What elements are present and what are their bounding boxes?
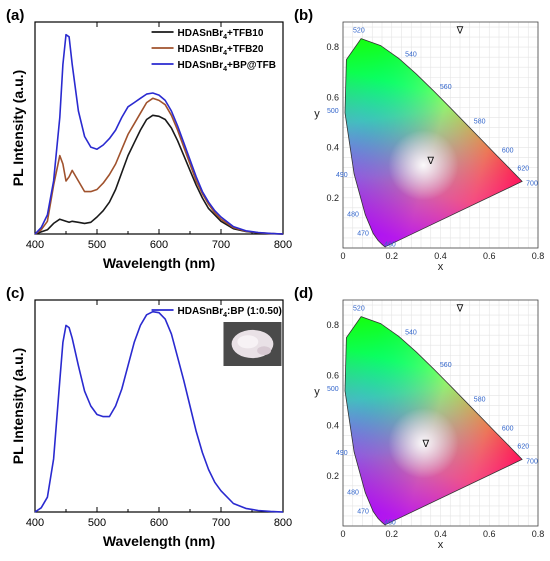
wavelength-label-460: 460	[384, 241, 396, 248]
wavelength-label-700: 700	[526, 180, 538, 187]
x-tick-label: 0	[340, 251, 345, 261]
x-tick-label: 500	[88, 239, 106, 251]
y-tick-label: 0.4	[326, 421, 339, 431]
y-axis-title: PL Intensity (a.u.)	[10, 70, 26, 186]
plot-frame	[342, 299, 539, 527]
wavelength-label-520: 520	[353, 306, 365, 313]
x-tick-label: 0.8	[532, 529, 545, 539]
wavelength-label-480: 480	[347, 212, 359, 219]
inset-photo	[223, 322, 282, 366]
wavelength-label-580: 580	[474, 397, 486, 404]
wavelength-label-500: 500	[327, 108, 339, 115]
inset-photo-shadow	[257, 346, 272, 355]
x-tick-label: 700	[212, 239, 230, 251]
y-tick-label: 0.6	[326, 370, 339, 380]
x-tick-label: 0.6	[483, 529, 496, 539]
wavelength-label-620: 620	[517, 166, 529, 173]
wavelength-label-560: 560	[440, 362, 452, 369]
x-tick-label: 700	[212, 517, 230, 529]
wavelength-label-580: 580	[474, 119, 486, 126]
wavelength-label-470: 470	[357, 230, 369, 237]
cie-marker-1: ∇	[456, 26, 464, 37]
panel-label-2: (c)	[6, 285, 24, 302]
wavelength-label-620: 620	[517, 444, 529, 451]
wavelength-label-700: 700	[526, 458, 538, 465]
x-tick-label: 400	[26, 517, 44, 529]
x-axis-title: x	[438, 261, 444, 273]
spectrum-panel-0: 400 500 600 700 800 Wavelength (nm) PL Intensi…	[10, 21, 292, 271]
wavelength-label-600: 600	[502, 425, 514, 432]
series-line-2	[34, 33, 284, 235]
x-tick-label: 0	[340, 529, 345, 539]
series-line-0	[34, 310, 284, 513]
wavelength-label-560: 560	[440, 84, 452, 91]
y-tick-label: 0.8	[326, 42, 339, 52]
y-tick-label: 0.8	[326, 320, 339, 330]
cie-locus-outline	[344, 38, 523, 248]
panel-label-0: (a)	[6, 7, 24, 24]
panel-label-3: (d)	[294, 285, 313, 302]
y-tick-label: 0.4	[326, 143, 339, 153]
inset-photo-highlight	[237, 335, 259, 349]
x-axis-title: x	[438, 539, 444, 551]
spectrum-panel-2: 400 500 600 700 800 Wavelength (nm) PL Intensi…	[10, 299, 292, 549]
y-axis-title: y	[314, 386, 320, 398]
wavelength-label-480: 480	[347, 490, 359, 497]
wavelength-label-470: 470	[357, 508, 369, 515]
y-tick-label: 0.6	[326, 92, 339, 102]
wavelength-label-490: 490	[336, 450, 348, 457]
x-tick-label: 0.2	[385, 251, 398, 261]
wavelength-label-460: 460	[384, 519, 396, 526]
cie-locus-outline	[344, 316, 523, 526]
x-tick-label: 0.2	[385, 529, 398, 539]
legend-label-0: HDASnBr4:BP (1:0.50)	[178, 306, 282, 319]
legend-label-1: HDASnBr4+TFB20	[178, 44, 264, 57]
panel-label-1: (b)	[294, 7, 313, 24]
x-tick-label: 600	[150, 239, 168, 251]
wavelength-label-490: 490	[336, 172, 348, 179]
cie-marker-1: ∇	[456, 304, 464, 315]
x-tick-label: 0.6	[483, 251, 496, 261]
y-tick-label: 0.2	[326, 193, 339, 203]
cie-marker-0: ∇	[426, 156, 434, 167]
wavelength-label-520: 520	[353, 28, 365, 35]
series-line-0	[34, 114, 284, 235]
cie-panel-3: 0 0.2 0.4 0.6 0.8 0.2 0.4 0.6 0.8 x y 460 470 480 490 5…	[314, 299, 545, 551]
x-tick-label: 0.4	[434, 251, 447, 261]
x-tick-label: 0.4	[434, 529, 447, 539]
cie-panel-1: 0 0.2 0.4 0.6 0.8 0.2 0.4 0.6 0.8 x y 460 470 480 490 5…	[314, 21, 545, 273]
wavelength-label-500: 500	[327, 386, 339, 393]
series-line-1	[34, 97, 284, 235]
x-tick-label: 800	[274, 517, 292, 529]
x-tick-label: 600	[150, 517, 168, 529]
x-axis-title: Wavelength (nm)	[103, 255, 215, 271]
y-axis-title: y	[314, 108, 320, 120]
legend-label-0: HDASnBr4+TFB10	[178, 28, 264, 41]
x-tick-label: 400	[26, 239, 44, 251]
wavelength-label-540: 540	[405, 52, 417, 59]
x-tick-label: 500	[88, 517, 106, 529]
cie-marker-0: ∇	[422, 439, 430, 450]
x-axis-title: Wavelength (nm)	[103, 533, 215, 549]
y-tick-label: 0.2	[326, 471, 339, 481]
x-tick-label: 800	[274, 239, 292, 251]
wavelength-label-540: 540	[405, 330, 417, 337]
y-axis-title: PL Intensity (a.u.)	[10, 348, 26, 464]
x-tick-label: 0.8	[532, 251, 545, 261]
plot-frame	[342, 21, 539, 249]
legend-label-2: HDASnBr4+BP@TFB	[178, 60, 276, 73]
wavelength-label-600: 600	[502, 147, 514, 154]
